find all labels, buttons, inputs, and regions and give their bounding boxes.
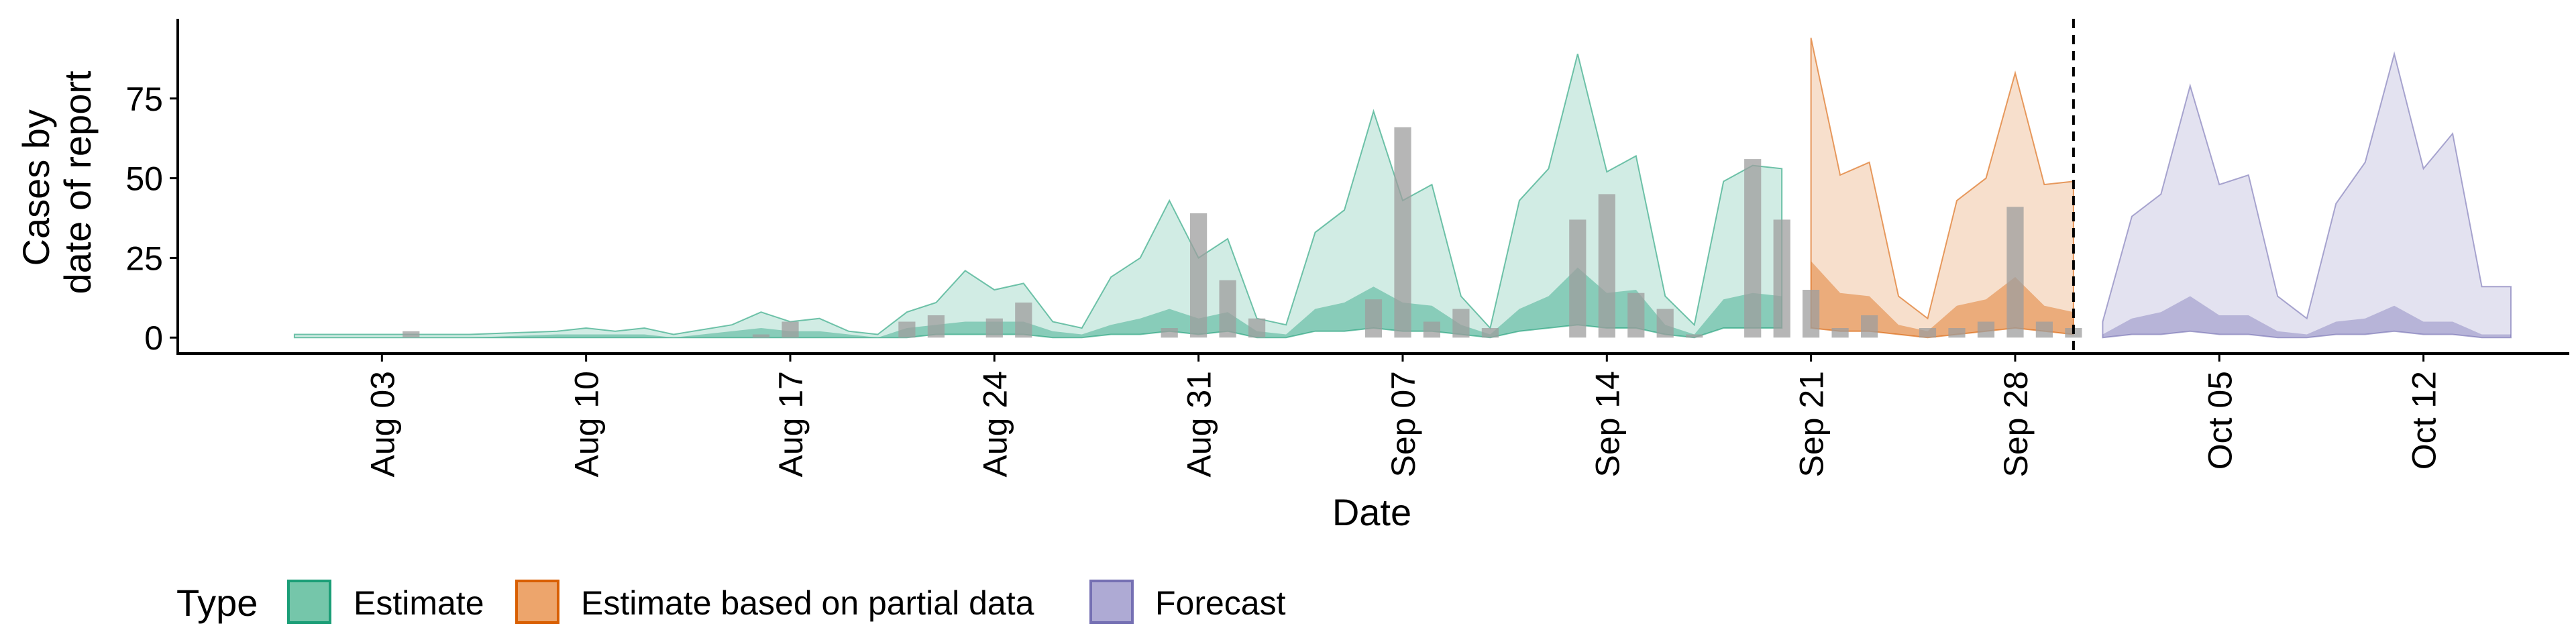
y-tick-label: 25 <box>125 239 163 277</box>
legend-key-estimate <box>287 580 331 624</box>
bar-2020-09-17 <box>1686 334 1703 338</box>
legend-label-partial: Estimate based on partial data <box>581 584 1034 622</box>
bar-2020-09-14 <box>1598 194 1615 338</box>
band-outer-forecast <box>2102 51 2512 339</box>
y-tick-label: 75 <box>125 80 163 118</box>
legend-label-forecast: Forecast <box>1155 584 1286 622</box>
bar-2020-09-28 <box>2006 207 2024 338</box>
band-inner-forecast <box>2102 296 2511 338</box>
bar-2020-09-26 <box>1948 328 1966 338</box>
x-tick-label: Sep 07 <box>1385 371 1422 477</box>
x-tick-label: Aug 17 <box>772 371 810 477</box>
bar-2020-08-31 <box>1190 213 1208 338</box>
legend-key-partial <box>515 580 559 624</box>
y-tick-label: 50 <box>125 160 163 198</box>
ticks: 0 25 50 75 Aug 03 Aug 10 Aug 17 Aug 24 Aug 31 Sep… <box>125 80 2443 478</box>
bar-2020-09-02 <box>1248 318 1266 338</box>
bar-2020-08-17 <box>782 321 799 338</box>
bar-2020-09-10 <box>1481 328 1499 338</box>
bar-2020-09-16 <box>1656 309 1674 338</box>
bar-2020-09-23 <box>1861 315 1878 338</box>
bar-2020-08-22 <box>927 315 945 338</box>
bar-2020-09-08 <box>1423 321 1440 338</box>
bar-2020-09-20 <box>1773 219 1790 338</box>
x-tick-label: Sep 21 <box>1793 371 1831 477</box>
legend-key-forecast <box>1089 580 1134 624</box>
bar-2020-09-27 <box>1977 321 1995 338</box>
bar-2020-09-09 <box>1452 309 1470 338</box>
x-axis-label: Date <box>1332 491 1411 533</box>
y-axis-label: Cases by date of report <box>15 70 99 294</box>
bar-2020-08-25 <box>1015 303 1032 338</box>
x-tick-label: Sep 14 <box>1589 371 1626 477</box>
bar-2020-08-24 <box>985 318 1003 338</box>
y-tick-label: 0 <box>144 319 163 357</box>
bar-2020-09-06 <box>1364 299 1383 338</box>
bar-2020-09-29 <box>2035 321 2053 338</box>
y-axis-label-line-2: date of report <box>56 70 99 294</box>
bar-2020-09-22 <box>1831 328 1849 338</box>
x-tick-label: Oct 05 <box>2201 371 2239 470</box>
band-outer-partial <box>1810 38 2074 339</box>
plot-area <box>293 19 2512 354</box>
y-axis-label-line-1: Cases by <box>15 109 57 266</box>
bar-2020-08-04 <box>402 331 420 338</box>
bar-2020-08-21 <box>898 321 916 338</box>
legend-title: Type <box>176 582 258 624</box>
bar-2020-09-07 <box>1394 127 1411 338</box>
bar-2020-09-01 <box>1219 280 1236 338</box>
legend: Type Estimate Estimate based on partial … <box>176 580 1286 624</box>
bar-2020-08-30 <box>1161 328 1178 338</box>
legend-label-estimate: Estimate <box>354 584 484 622</box>
bar-2020-09-15 <box>1627 292 1645 338</box>
x-tick-label: Aug 10 <box>568 371 606 477</box>
x-tick-label: Sep 28 <box>1997 371 2035 477</box>
x-tick-label: Aug 03 <box>364 371 401 477</box>
x-tick-label: Aug 24 <box>976 371 1014 477</box>
bar-2020-08-16 <box>752 334 770 338</box>
bar-2020-09-21 <box>1803 290 1820 338</box>
axes <box>176 19 2569 355</box>
x-tick-label: Oct 12 <box>2406 371 2443 470</box>
x-tick-label: Aug 31 <box>1181 371 1218 477</box>
bar-2020-09-25 <box>1919 328 1937 338</box>
bar-2020-09-13 <box>1569 219 1587 338</box>
bar-2020-09-19 <box>1744 159 1762 338</box>
